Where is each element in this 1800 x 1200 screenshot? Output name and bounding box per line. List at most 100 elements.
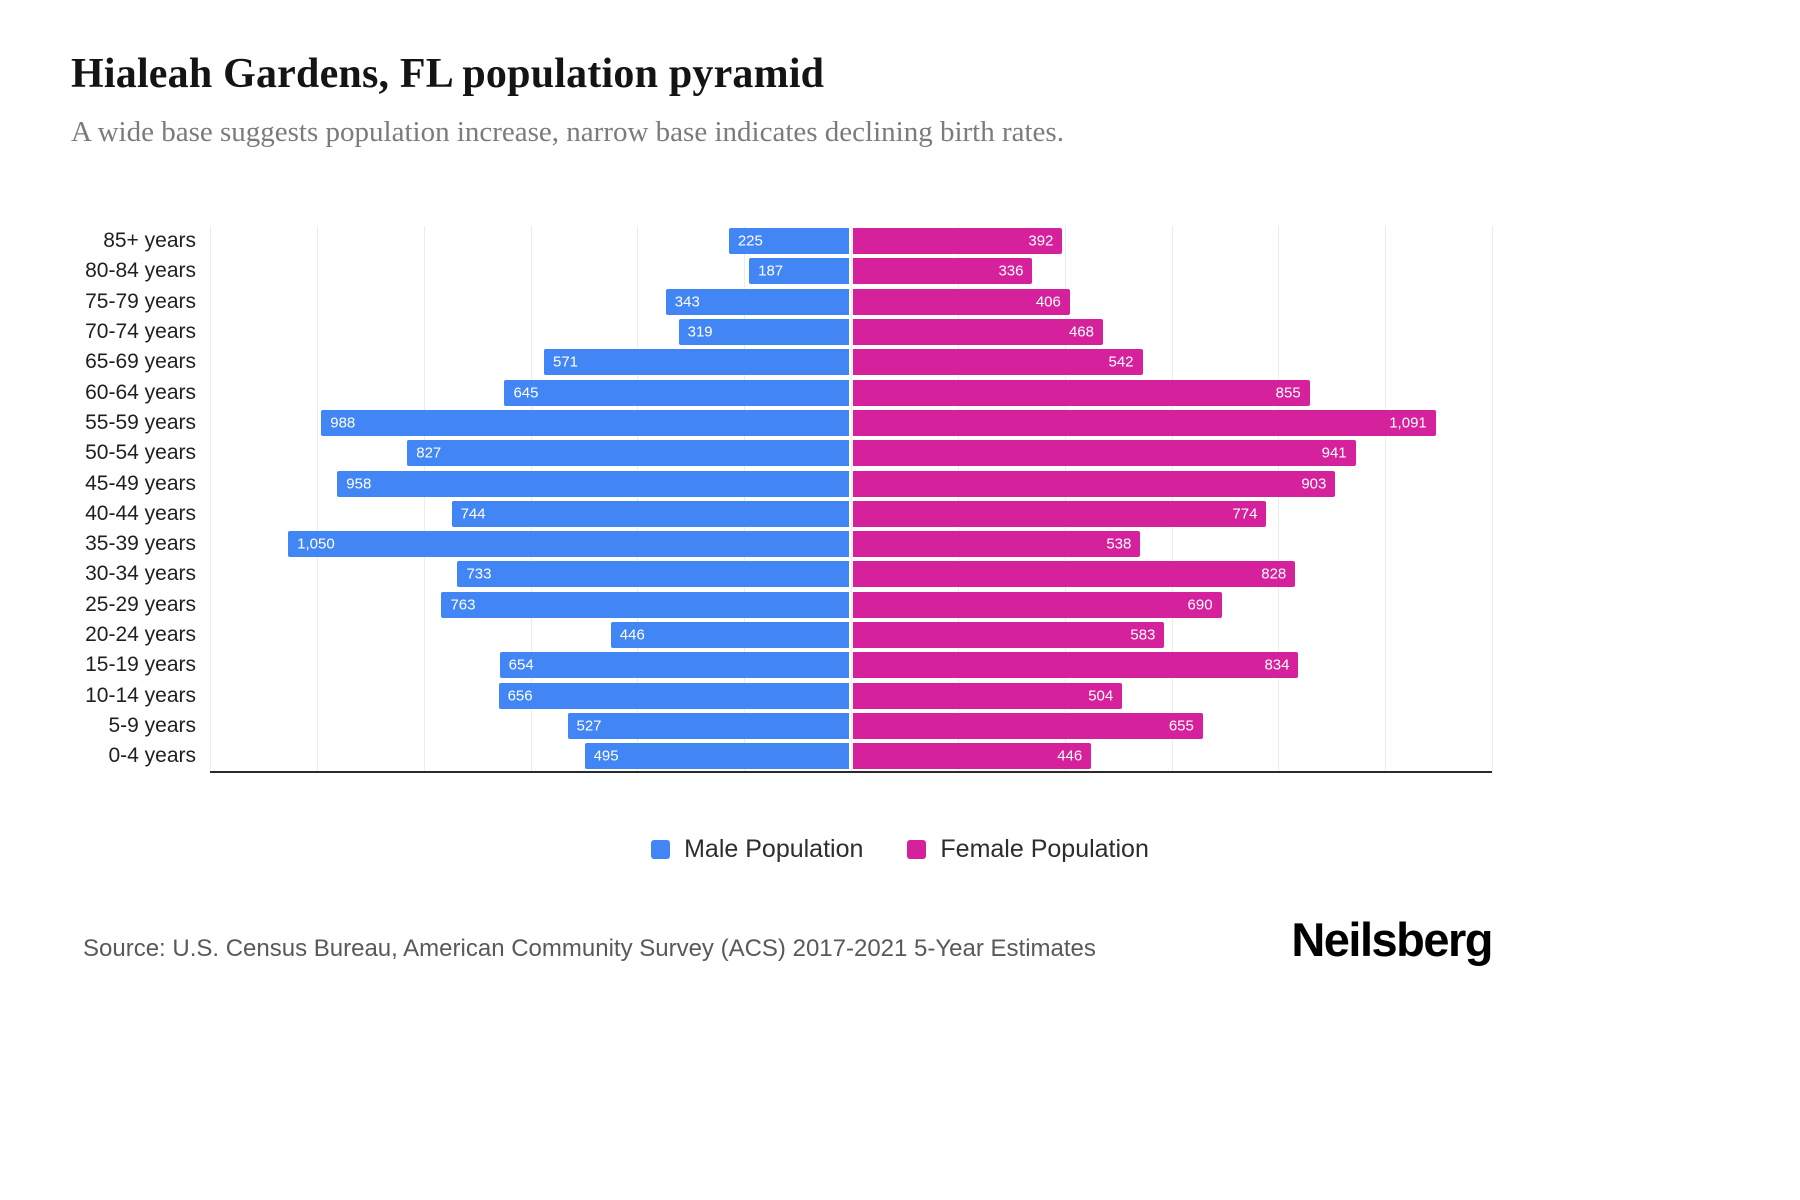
female-value-label: 468 bbox=[1068, 323, 1094, 341]
age-group-label: 40-44 years bbox=[85, 501, 196, 525]
female-value-label: 542 bbox=[1108, 353, 1134, 371]
female-value-label: 336 bbox=[998, 262, 1024, 280]
gridline bbox=[637, 226, 639, 774]
male-bar: 827 bbox=[407, 440, 849, 467]
chart-gridlines bbox=[210, 226, 1493, 774]
male-bar: 744 bbox=[451, 500, 849, 527]
male-value-label: 495 bbox=[593, 747, 619, 765]
female-bar: 583 bbox=[853, 622, 1165, 648]
gridline bbox=[530, 226, 532, 774]
male-half: 527 bbox=[210, 712, 851, 739]
female-bar: 941 bbox=[853, 440, 1356, 467]
female-bar: 1,091 bbox=[853, 409, 1436, 436]
male-value-label: 571 bbox=[553, 353, 579, 371]
female-half: 855 bbox=[851, 379, 1492, 406]
age-group-label: 5-9 years bbox=[108, 713, 196, 737]
gridline bbox=[1278, 226, 1280, 774]
female-half: 336 bbox=[851, 258, 1492, 285]
male-bar: 958 bbox=[337, 470, 849, 497]
male-half: 763 bbox=[210, 591, 851, 618]
gridline bbox=[423, 226, 425, 774]
legend-label-female: Female Population bbox=[940, 835, 1149, 864]
gridline bbox=[1385, 226, 1387, 774]
male-half: 645 bbox=[210, 379, 851, 406]
age-group-label: 50-54 years bbox=[85, 441, 196, 465]
male-value-label: 187 bbox=[758, 262, 784, 280]
female-value-label: 855 bbox=[1275, 384, 1301, 402]
female-value-label: 834 bbox=[1264, 656, 1290, 674]
male-bar: 343 bbox=[665, 288, 849, 315]
female-half: 468 bbox=[851, 319, 1492, 346]
female-half: 774 bbox=[851, 500, 1492, 527]
female-bar: 392 bbox=[853, 228, 1063, 255]
male-bar: 656 bbox=[498, 682, 849, 709]
female-value-label: 538 bbox=[1106, 535, 1132, 553]
male-bar: 988 bbox=[321, 409, 849, 436]
age-group-label: 0-4 years bbox=[108, 744, 196, 768]
male-bar: 495 bbox=[584, 743, 849, 770]
pyramid-row: 85+ years 225 392 bbox=[80, 226, 1492, 256]
age-group-label: 20-24 years bbox=[85, 623, 196, 646]
pyramid-row: 5-9 years 527 655 bbox=[80, 711, 1492, 741]
female-value-label: 774 bbox=[1232, 505, 1258, 523]
pyramid-row: 45-49 years 958 903 bbox=[80, 468, 1492, 498]
male-half: 1,050 bbox=[210, 531, 851, 558]
age-group-label: 80-84 years bbox=[85, 259, 196, 283]
population-pyramid-chart: 85+ years 225 392 80-84 years 187 336 75-79 ye… bbox=[80, 226, 1493, 774]
female-half: 903 bbox=[851, 470, 1492, 497]
female-bar: 538 bbox=[853, 531, 1141, 558]
male-value-label: 656 bbox=[507, 687, 533, 705]
male-value-label: 827 bbox=[416, 444, 442, 462]
male-half: 187 bbox=[210, 258, 851, 285]
female-half: 1,091 bbox=[851, 409, 1492, 436]
pyramid-row: 0-4 years 495 446 bbox=[80, 741, 1492, 771]
pyramid-row: 35-39 years 1,050 538 bbox=[80, 529, 1492, 559]
pyramid-row: 80-84 years 187 336 bbox=[80, 256, 1492, 286]
pyramid-row: 65-69 years 571 542 bbox=[80, 347, 1492, 377]
female-bar: 690 bbox=[853, 591, 1222, 618]
male-bar: 319 bbox=[678, 319, 849, 346]
gridline bbox=[1064, 226, 1066, 774]
pyramid-row: 25-29 years 763 690 bbox=[80, 590, 1492, 620]
pyramid-rows: 85+ years 225 392 80-84 years 187 336 75-79 ye… bbox=[80, 226, 1492, 771]
chart-footer: Source: U.S. Census Bureau, American Com… bbox=[83, 913, 1493, 967]
female-value-label: 446 bbox=[1057, 747, 1083, 765]
female-bar: 542 bbox=[853, 349, 1143, 376]
male-value-label: 319 bbox=[687, 323, 713, 341]
male-half: 319 bbox=[210, 319, 851, 346]
male-bar: 571 bbox=[544, 349, 849, 376]
female-value-label: 392 bbox=[1028, 232, 1054, 250]
pyramid-row: 75-79 years 343 406 bbox=[80, 287, 1492, 317]
legend-item-female: Female Population bbox=[907, 835, 1149, 864]
chart-legend: Male Population Female Population bbox=[0, 835, 1800, 864]
female-value-label: 903 bbox=[1301, 475, 1327, 493]
male-bar: 763 bbox=[441, 591, 849, 618]
male-bar: 1,050 bbox=[288, 531, 849, 558]
male-value-label: 988 bbox=[330, 414, 356, 432]
pyramid-row: 70-74 years 319 468 bbox=[80, 317, 1492, 347]
male-value-label: 744 bbox=[460, 505, 486, 523]
gridline bbox=[316, 226, 318, 774]
neilsberg-logo: Neilsberg bbox=[1291, 913, 1493, 967]
male-value-label: 733 bbox=[466, 565, 492, 583]
male-value-label: 958 bbox=[346, 475, 372, 493]
female-value-label: 406 bbox=[1035, 293, 1061, 311]
pyramid-row: 60-64 years 645 855 bbox=[80, 377, 1492, 407]
male-swatch-icon bbox=[651, 840, 671, 860]
male-value-label: 527 bbox=[576, 717, 602, 735]
female-half: 542 bbox=[851, 349, 1492, 376]
pyramid-row: 15-19 years 654 834 bbox=[80, 650, 1492, 680]
male-half: 656 bbox=[210, 682, 851, 709]
male-half: 744 bbox=[210, 500, 851, 527]
legend-label-male: Male Population bbox=[684, 835, 864, 864]
age-group-label: 70-74 years bbox=[85, 320, 196, 344]
female-bar: 834 bbox=[853, 652, 1299, 679]
chart-subtitle: A wide base suggests population increase… bbox=[71, 116, 1064, 148]
female-half: 834 bbox=[851, 652, 1492, 679]
male-value-label: 446 bbox=[619, 626, 645, 644]
male-half: 988 bbox=[210, 409, 851, 436]
female-value-label: 941 bbox=[1321, 444, 1347, 462]
gridline bbox=[210, 226, 211, 774]
age-group-label: 75-79 years bbox=[85, 289, 196, 313]
